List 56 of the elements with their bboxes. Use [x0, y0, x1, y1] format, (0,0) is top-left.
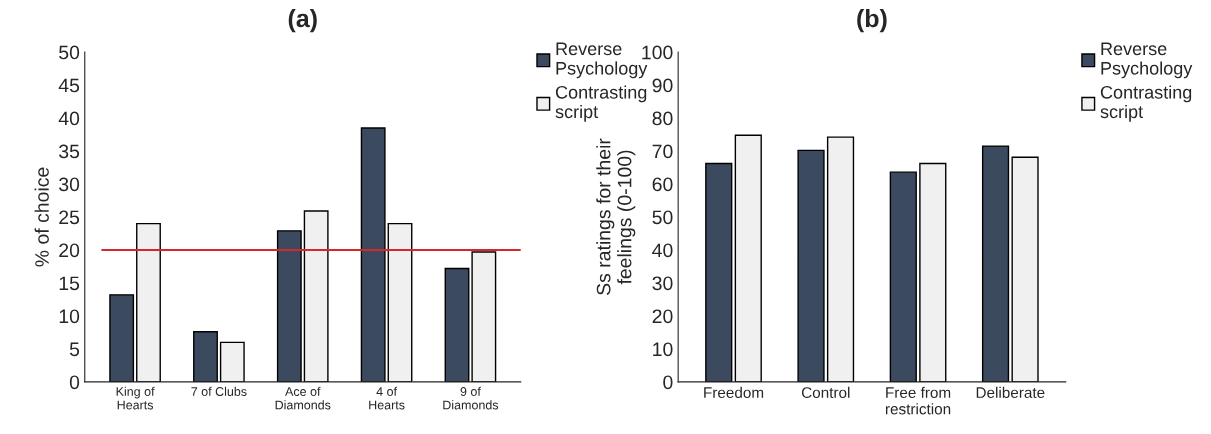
chart-title: (a) — [288, 8, 317, 33]
y-axis-title: Ss ratings for their feelings (0-100) — [596, 138, 636, 295]
y-tick-label: 15 — [59, 276, 80, 291]
y-tick-label: 80 — [652, 111, 673, 126]
x-tick-label: King of Hearts — [116, 386, 155, 410]
y-tick-label: 20 — [59, 243, 80, 258]
y-tick-label: 45 — [58, 78, 80, 93]
x-tick-label: 9 of Diamonds — [443, 386, 499, 410]
y-tick-label: 40 — [652, 243, 673, 258]
y-axis-title: % of choice — [34, 167, 49, 267]
bar — [471, 251, 497, 382]
y-tick-label: 10 — [59, 309, 80, 324]
y-tick-label: 20 — [652, 309, 673, 324]
bar — [797, 149, 825, 382]
bar — [826, 136, 855, 382]
bar — [360, 127, 386, 382]
x-tick-label: Ace of Diamonds — [275, 386, 331, 410]
bar — [193, 331, 218, 382]
y-tick-label: 0 — [69, 375, 80, 390]
x-tick-label: 7 of Clubs — [191, 386, 247, 396]
bar — [705, 162, 733, 382]
bar — [889, 171, 917, 382]
y-tick-label: 30 — [652, 276, 673, 291]
chart-title: (b) — [857, 8, 887, 33]
bar — [919, 162, 947, 382]
y-tick-label: 60 — [652, 177, 673, 192]
x-tick-label: Free from restriction — [885, 386, 951, 415]
bar — [444, 267, 470, 382]
y-tick-label: 90 — [652, 78, 673, 93]
bar — [109, 294, 135, 382]
y-tick-label: 50 — [59, 45, 80, 60]
x-tick-label: Deliberate — [976, 386, 1045, 398]
legend-label: Reverse Psychology — [1101, 42, 1193, 79]
x-tick-label: Freedom — [704, 386, 764, 398]
bar — [387, 222, 413, 382]
x-tick-label: Control — [801, 386, 850, 398]
y-tick-label: 0 — [663, 375, 673, 390]
y-tick-label: 35 — [59, 144, 80, 159]
bar — [276, 230, 302, 382]
y-tick-label: 25 — [59, 210, 80, 225]
y-tick-label: 100 — [642, 45, 673, 60]
y-tick-label: 70 — [652, 144, 673, 159]
bar — [136, 222, 161, 382]
y-tick-label: 50 — [652, 210, 673, 225]
bar — [219, 341, 245, 382]
y-tick-label: 5 — [69, 342, 80, 357]
bar — [981, 145, 1010, 382]
bar — [1011, 156, 1039, 382]
x-tick-label: 4 of Hearts — [369, 386, 405, 410]
bar — [303, 210, 329, 382]
legend-label: Contrasting script — [1100, 85, 1192, 122]
bar — [734, 134, 762, 382]
legend-label: Contrasting script — [555, 85, 647, 122]
y-tick-label: 30 — [59, 177, 80, 192]
y-tick-label: 10 — [653, 342, 673, 357]
y-tick-label: 40 — [58, 111, 80, 126]
